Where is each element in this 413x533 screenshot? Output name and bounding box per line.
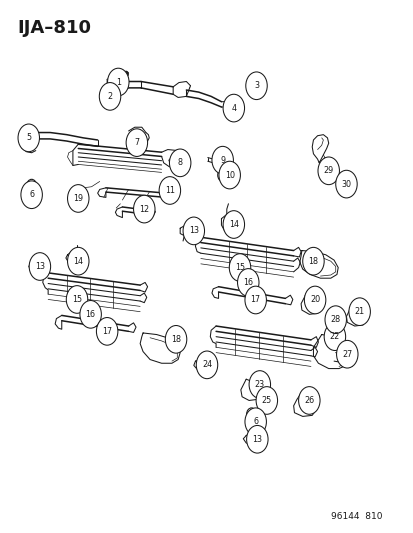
Text: 17: 17: [102, 327, 112, 336]
Text: 17: 17: [250, 295, 260, 304]
Circle shape: [107, 68, 129, 96]
Text: 15: 15: [235, 263, 244, 272]
Circle shape: [169, 149, 190, 176]
Text: 10: 10: [224, 171, 234, 180]
Text: 12: 12: [139, 205, 149, 214]
Circle shape: [317, 157, 339, 184]
Text: 18: 18: [171, 335, 180, 344]
Circle shape: [219, 171, 225, 179]
Circle shape: [245, 72, 267, 100]
Circle shape: [29, 253, 50, 280]
Circle shape: [336, 341, 357, 368]
Circle shape: [263, 395, 268, 401]
Text: 13: 13: [188, 227, 198, 236]
Text: 13: 13: [252, 435, 262, 444]
Text: 9: 9: [220, 156, 225, 165]
Circle shape: [244, 286, 266, 314]
Circle shape: [18, 124, 39, 152]
Text: 4: 4: [231, 103, 236, 112]
Text: 3: 3: [254, 81, 259, 90]
Text: 14: 14: [73, 257, 83, 265]
Circle shape: [196, 351, 217, 378]
Text: 22: 22: [329, 332, 339, 341]
Circle shape: [66, 286, 88, 313]
Circle shape: [67, 184, 89, 212]
Text: 18: 18: [308, 257, 318, 265]
Text: 14: 14: [228, 220, 238, 229]
Text: 7: 7: [134, 138, 139, 147]
Text: 28: 28: [330, 315, 340, 324]
Circle shape: [99, 83, 121, 110]
Text: 15: 15: [72, 295, 82, 304]
Text: 20: 20: [309, 295, 319, 304]
Circle shape: [323, 323, 345, 351]
Text: IJA–810: IJA–810: [17, 19, 91, 37]
Text: 13: 13: [35, 262, 45, 271]
Circle shape: [126, 129, 147, 157]
Circle shape: [183, 217, 204, 245]
Text: 21: 21: [354, 307, 364, 316]
Text: 1: 1: [116, 77, 121, 86]
Circle shape: [67, 247, 89, 275]
Text: 16: 16: [85, 310, 95, 319]
Circle shape: [256, 386, 277, 414]
Circle shape: [298, 386, 319, 414]
Circle shape: [165, 326, 186, 353]
Text: 19: 19: [73, 194, 83, 203]
Circle shape: [324, 306, 346, 334]
Circle shape: [21, 181, 42, 208]
Circle shape: [96, 318, 118, 345]
Text: 8: 8: [177, 158, 182, 167]
Text: 11: 11: [164, 186, 174, 195]
Circle shape: [81, 190, 85, 196]
Circle shape: [218, 161, 240, 189]
Circle shape: [237, 269, 259, 296]
Circle shape: [223, 211, 244, 238]
Text: 30: 30: [341, 180, 351, 189]
Circle shape: [244, 408, 266, 435]
Circle shape: [159, 176, 180, 204]
Circle shape: [302, 247, 323, 275]
Text: 26: 26: [304, 396, 313, 405]
Text: 25: 25: [261, 396, 271, 405]
Circle shape: [173, 158, 178, 165]
Circle shape: [249, 370, 270, 398]
Text: 29: 29: [323, 166, 333, 175]
Circle shape: [229, 254, 250, 281]
Text: 16: 16: [243, 278, 253, 287]
Circle shape: [348, 298, 370, 326]
Text: 6: 6: [29, 190, 34, 199]
Text: 6: 6: [253, 417, 258, 426]
Text: 27: 27: [341, 350, 351, 359]
Circle shape: [124, 71, 128, 77]
Text: 5: 5: [26, 133, 31, 142]
Circle shape: [211, 147, 233, 174]
Circle shape: [133, 195, 154, 223]
Circle shape: [223, 94, 244, 122]
Circle shape: [304, 286, 325, 314]
Text: 24: 24: [202, 360, 211, 369]
Text: 23: 23: [254, 380, 264, 389]
Circle shape: [80, 301, 101, 328]
Text: 2: 2: [107, 92, 112, 101]
Circle shape: [246, 425, 268, 453]
Circle shape: [231, 110, 236, 117]
Circle shape: [335, 170, 356, 198]
Text: 96144  810: 96144 810: [330, 512, 381, 521]
